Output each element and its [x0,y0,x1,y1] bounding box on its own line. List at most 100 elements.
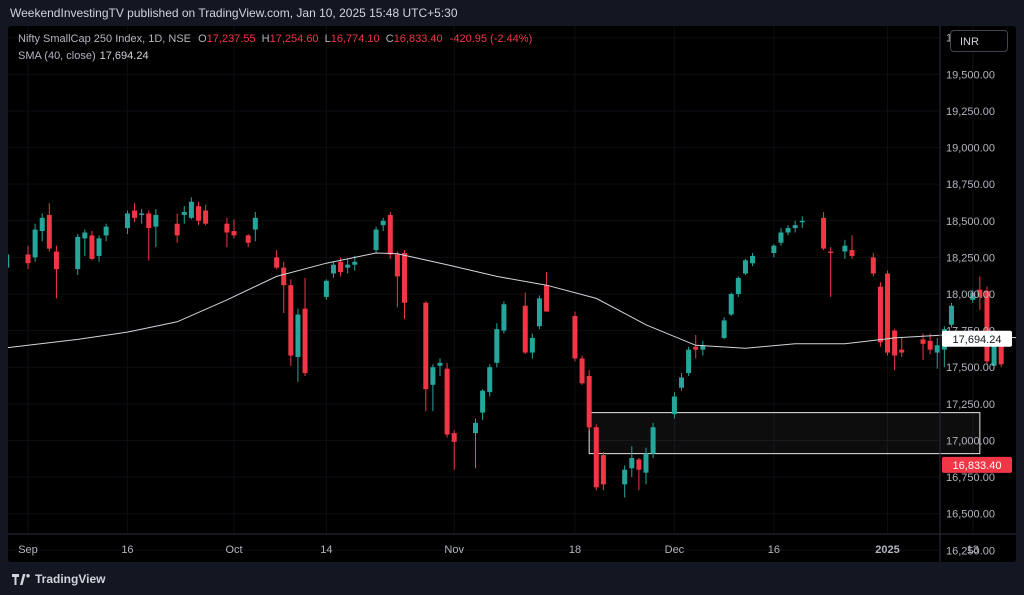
x-tick-label: Sep [18,544,38,556]
candle-body [792,225,798,229]
candle [771,244,777,258]
candle [877,282,883,347]
candle-body [600,455,606,485]
candle-body [984,291,990,362]
candle-body [423,302,429,390]
candle-body [593,427,599,488]
candle [380,217,386,232]
candle-body [295,314,301,357]
candle-body [750,255,756,264]
candle-body [32,229,38,258]
y-tick-label: 16,750.00 [946,472,995,484]
y-tick-label: 18,000.00 [946,289,995,301]
candle [828,247,834,297]
candle [778,228,784,246]
open-label: O [198,33,207,45]
candle-body [203,210,209,224]
candle [288,279,294,366]
candle [501,301,507,334]
candle [252,211,258,242]
candle-body [330,264,336,274]
candle-body [480,390,486,413]
candle [821,211,827,251]
candle-body [842,245,848,252]
candle-body [572,315,578,359]
tradingview-logo[interactable]: TradingView [12,572,105,586]
candle [82,229,88,256]
support-zone-rect [588,412,981,455]
candle-body [544,285,550,312]
y-tick-label: 16,250.00 [946,545,995,557]
candle [742,258,748,275]
x-axis: Sep 16 Oct 14 Nov 18 Dec 16 2025 13 [8,26,1016,562]
sma-layer [8,252,1016,349]
candle [643,447,649,485]
sma-price-label: 17,694.24 [953,334,1002,346]
candles [8,197,1004,498]
y-tick-label: 18,750.00 [946,179,995,191]
candle-body [771,245,777,253]
candle [224,217,230,248]
candle [536,295,542,330]
candle-body [96,238,102,256]
candle [700,340,706,356]
candle [302,277,308,377]
candle-body [536,298,542,327]
candle-body [124,213,130,229]
x-tick-label: Oct [225,544,242,556]
candle [451,430,457,470]
candle-body [288,285,294,356]
candle-body [281,267,287,286]
candle-body [799,220,805,223]
zone-layer [588,412,981,455]
price-chart[interactable]: 16,250.00 16,500.00 16,750.00 17,000.00 17,2… [8,26,1016,562]
candle-body [650,427,656,454]
candle [970,289,976,303]
symbol-legend: Nifty SmallCap 250 Index, 1D, NSE O17,23… [18,33,532,45]
chart-panel[interactable]: 16,250.00 16,500.00 16,750.00 17,000.00 17,2… [8,26,1016,562]
candle-body [394,254,400,277]
candle [188,197,194,220]
candle [650,422,656,459]
candle [46,203,52,252]
sma-price-label-bg [942,330,1012,347]
candle-body [252,217,258,230]
high-value: 17,254.60 [269,33,319,45]
y-tick-label: 19,250.00 [946,106,995,118]
candle [89,231,95,261]
candle-body [444,368,450,435]
candle [25,245,31,270]
y-tick-label: 17,250.00 [946,399,995,411]
candle [394,251,400,308]
candle [842,239,848,259]
x-tick-label: Nov [444,544,464,556]
candle [948,302,954,328]
candle-body [373,229,379,251]
candle-body [224,223,230,233]
currency-button[interactable]: INR [950,30,1008,52]
candle-body [693,346,699,350]
candle [195,201,201,226]
price-labels: 17,694.24 16,833.40 [942,330,1012,473]
candle [124,210,130,234]
candle-body [686,349,692,374]
candle [323,279,329,300]
candle-body [679,377,685,388]
candle-body [75,236,81,270]
footer: TradingView [0,562,1024,595]
candle-body [53,251,59,270]
grid [8,26,974,551]
candle [437,358,443,377]
candle-body [451,433,457,442]
candle-body [146,213,152,229]
y-tick-label: 19,500.00 [946,69,995,81]
candle [75,233,81,275]
candle [132,203,138,223]
candle [181,206,187,224]
candle [686,346,692,377]
change-value: -420.95 (-2.44%) [449,33,533,45]
candle [984,286,990,365]
candle-body [742,260,748,274]
candle [735,276,741,297]
close-value: 16,833.40 [393,33,443,45]
